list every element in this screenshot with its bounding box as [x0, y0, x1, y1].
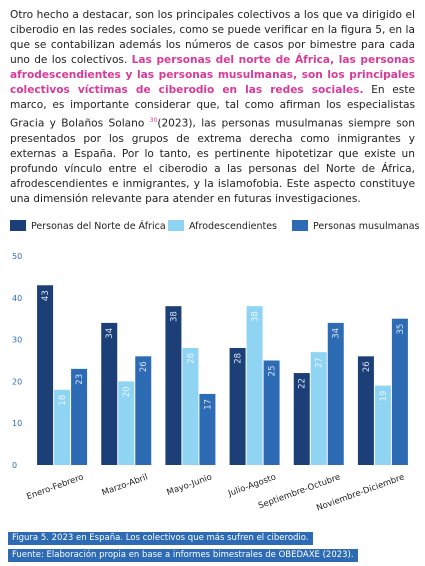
value-label: 35: [396, 324, 406, 335]
bar: [374, 385, 391, 465]
value-label: 27: [315, 357, 325, 368]
value-label: 20: [122, 386, 132, 397]
value-label: 18: [58, 395, 68, 406]
highlight: Las personas del norte de África, las pe…: [10, 54, 415, 96]
bar: [182, 347, 199, 465]
value-label: 26: [139, 361, 149, 372]
legend-swatch: [292, 220, 308, 231]
bar: [293, 373, 310, 465]
bar: [54, 389, 71, 465]
value-label: 25: [268, 366, 278, 377]
text: En este marco, es importante considerar …: [10, 84, 415, 130]
bar: [310, 352, 327, 465]
bar: [165, 306, 182, 465]
bar: [199, 393, 216, 465]
bar: [327, 322, 344, 465]
legend-swatch: [168, 220, 184, 231]
legend-swatch: [10, 220, 26, 231]
value-label: 28: [186, 353, 196, 364]
bar: [135, 356, 152, 465]
x-tick-label: Marzo-Abril: [101, 472, 150, 498]
caption: Figura 5. 2023 en España. Los colectivos…: [8, 532, 313, 545]
y-tick-label: 30: [12, 336, 22, 345]
bar: [391, 318, 408, 465]
y-tick-label: 20: [12, 377, 22, 386]
text: (2023), las personas musulmanas siempre …: [10, 117, 415, 205]
value-label: 23: [75, 374, 85, 385]
bar: [246, 306, 263, 465]
text: Otro hecho a destacar, son los principal…: [10, 9, 415, 66]
bar: [263, 360, 280, 465]
value-label: 43: [41, 290, 51, 301]
legend-label: Personas musulmanas: [313, 221, 420, 232]
paragraph: Otro hecho a destacar, son los principal…: [10, 8, 415, 207]
y-tick-label: 0: [12, 461, 17, 470]
y-tick-label: 10: [12, 419, 22, 428]
bar: [229, 347, 246, 465]
bar: [37, 285, 54, 465]
x-tick-label: Julio-Agosto: [226, 472, 278, 499]
bar: [357, 356, 374, 465]
legend-label: Personas del Norte de África: [31, 220, 166, 232]
value-label: 34: [105, 328, 115, 339]
x-tick-label: Mayo-Junio: [166, 472, 214, 498]
value-label: 22: [298, 378, 308, 389]
bar: [71, 368, 88, 465]
x-tick-label: Enero-Febrero: [25, 472, 85, 502]
value-label: 26: [362, 361, 372, 372]
value-label: 34: [332, 328, 342, 339]
value-label: 19: [379, 391, 389, 402]
value-label: 38: [251, 311, 261, 322]
footnote: 30: [149, 117, 158, 124]
value-label: 28: [234, 353, 244, 364]
bar: [101, 322, 118, 465]
legend-label: Afrodescendientes: [189, 221, 277, 232]
y-tick-label: 40: [12, 294, 22, 303]
y-tick-label: 50: [12, 252, 22, 261]
bar: [118, 381, 135, 465]
caption: Fuente: Elaboración propia en base a inf…: [8, 549, 358, 562]
chart: Personas del Norte de África Afrodescendi…: [10, 220, 420, 514]
value-label: 38: [169, 311, 179, 322]
value-label: 17: [203, 399, 213, 410]
